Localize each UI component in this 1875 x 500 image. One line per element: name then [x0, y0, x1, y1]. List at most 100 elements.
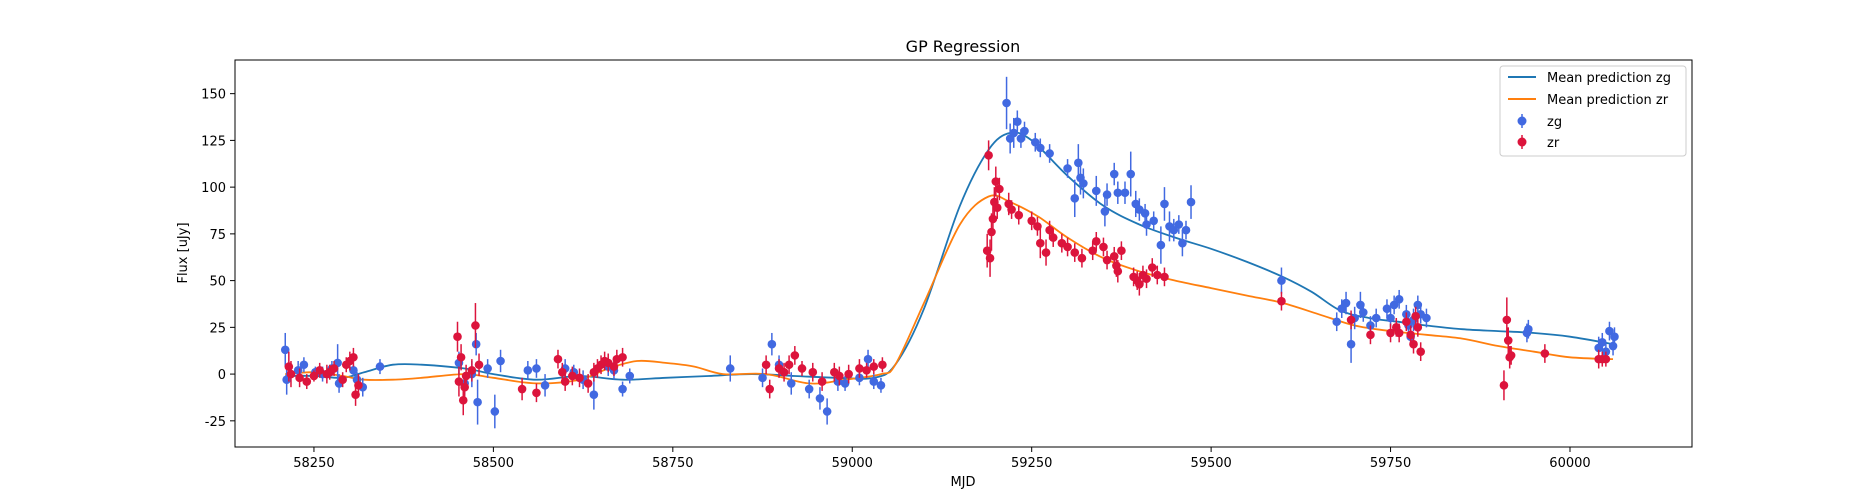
zg-data-point — [532, 364, 541, 373]
chart-title: GP Regression — [906, 37, 1021, 56]
zr-data-point — [295, 373, 304, 383]
zr-data-point — [779, 367, 789, 377]
zr-data-point — [309, 371, 319, 381]
data-points — [280, 76, 1619, 429]
zr-data-point — [1109, 252, 1119, 261]
zr-data-point — [1346, 315, 1356, 325]
zg-data-point — [1332, 317, 1342, 327]
x-tick-label: 59750 — [1370, 456, 1411, 471]
zr-data-point — [869, 362, 879, 371]
zr-data-point — [1152, 270, 1162, 280]
zr-data-point — [1142, 274, 1151, 284]
mean-prediction-zg-line — [285, 131, 1614, 381]
zg-data-point — [1277, 276, 1286, 285]
zr-data-point — [618, 352, 627, 362]
zg-data-point — [589, 390, 599, 399]
x-axis-ticks: 58250 58500 58750 59000 59250 59500 59750 60000 — [293, 447, 1591, 471]
zg-data-point — [1610, 332, 1619, 341]
legend-label-mean-zr: Mean prediction zr — [1547, 93, 1669, 108]
zr-data-point — [784, 360, 794, 370]
zg-data-point — [625, 371, 635, 381]
zg-data-point — [1063, 164, 1072, 173]
zr-data-point — [349, 352, 358, 362]
zr-data-point — [1077, 253, 1087, 263]
zg-data-point — [1013, 117, 1022, 126]
zr-data-point — [560, 377, 570, 386]
legend-item-mean-zg: Mean prediction zg — [1508, 71, 1671, 86]
zg-data-point — [299, 360, 309, 370]
zg-data-point — [1178, 238, 1187, 248]
zr-data-point — [284, 362, 294, 371]
zr-data-point — [583, 379, 593, 388]
zg-data-point — [1100, 207, 1110, 216]
zr-data-point — [1416, 347, 1425, 356]
zr-data-point — [1048, 233, 1058, 242]
zr-data-point — [575, 373, 584, 383]
zg-data-point — [1102, 190, 1112, 199]
zr-data-point — [808, 367, 818, 377]
zr-data-point — [988, 214, 998, 224]
zr-data-point — [1063, 242, 1072, 252]
zr-data-point — [844, 369, 853, 379]
legend-item-zg: zg — [1517, 114, 1562, 130]
legend-item-zr: zr — [1517, 135, 1560, 151]
x-tick-label: 58500 — [473, 456, 514, 471]
zg-data-point — [1160, 199, 1169, 209]
zg-data-point — [618, 384, 627, 394]
zg-data-point — [1358, 308, 1368, 317]
zg-data-point — [1181, 225, 1191, 235]
zr-data-point — [1035, 238, 1045, 248]
zg-data-point — [1020, 126, 1029, 136]
zr-data-point — [991, 177, 1001, 186]
zg-data-point — [725, 364, 735, 373]
zg-data-point — [1030, 137, 1040, 147]
zr-data-point — [1503, 336, 1513, 345]
zg-data-point — [1389, 300, 1399, 310]
x-tick-label: 58250 — [293, 456, 334, 471]
zr-data-point — [315, 366, 324, 375]
zr-data-point — [467, 366, 477, 375]
y-tick-label: 150 — [201, 88, 226, 103]
zg-data-point — [840, 379, 850, 388]
zg-data-point — [375, 362, 385, 371]
zr-data-point — [765, 384, 775, 394]
zr-data-point — [1099, 242, 1108, 252]
zg-data-point — [523, 366, 533, 375]
zr-data-point — [855, 364, 864, 373]
zg-data-point — [1009, 128, 1019, 138]
zg-data-point — [1386, 313, 1395, 323]
zg-data-point — [1016, 134, 1026, 143]
legend-swatch-zr-marker — [1517, 137, 1527, 147]
zr-data-point — [1160, 272, 1169, 282]
zg-data-point — [1035, 143, 1045, 153]
y-tick-label: -25 — [205, 415, 226, 430]
zg-data-point — [822, 407, 832, 416]
zg-data-point — [483, 364, 492, 373]
zr-data-point — [1411, 311, 1420, 321]
zr-data-point — [878, 360, 887, 370]
zg-data-point — [1079, 179, 1088, 188]
legend: Mean prediction zg Mean prediction zr zg… — [1499, 65, 1687, 157]
legend-label-mean-zg: Mean prediction zg — [1547, 71, 1671, 86]
zg-data-point — [1394, 295, 1404, 304]
zr-data-point — [985, 253, 995, 263]
zr-data-point — [1277, 296, 1286, 306]
zr-data-point — [790, 351, 800, 360]
zr-data-point — [453, 332, 462, 341]
prediction-lines — [285, 131, 1614, 385]
zr-data-point — [1366, 330, 1375, 340]
zg-data-point — [786, 379, 796, 388]
zg-data-point — [1142, 220, 1151, 229]
plot-axes-frame — [234, 59, 1693, 448]
zr-data-point — [532, 388, 541, 398]
zr-data-point — [454, 377, 464, 386]
zg-data-point — [1186, 197, 1196, 207]
mean-prediction-zr-line — [285, 194, 1614, 385]
zg-data-point — [490, 407, 500, 416]
zr-data-point — [1601, 354, 1611, 364]
zr-data-point — [338, 375, 347, 384]
y-tick-label: 50 — [209, 275, 226, 290]
legend-item-mean-zr: Mean prediction zr — [1508, 93, 1669, 108]
zr-data-point — [1007, 205, 1016, 214]
zg-data-point — [1074, 158, 1083, 168]
